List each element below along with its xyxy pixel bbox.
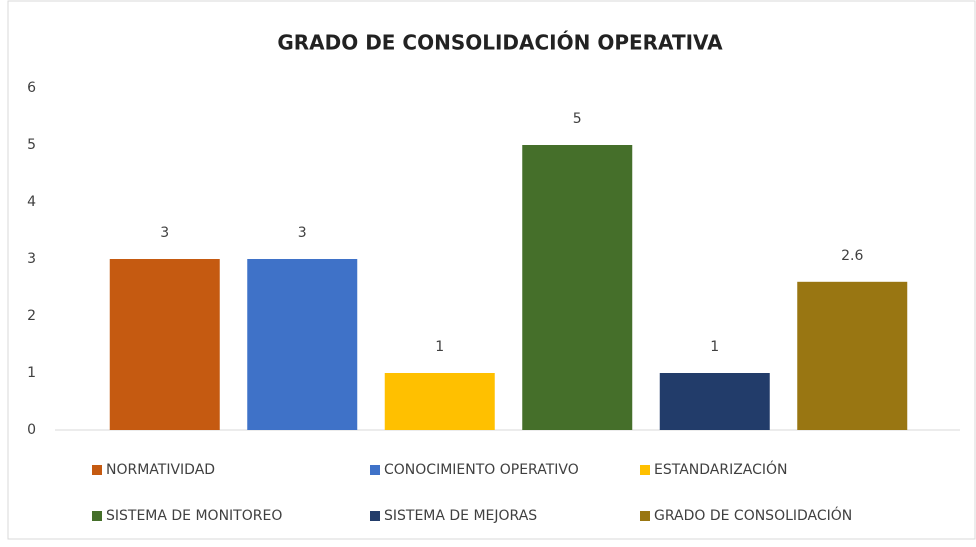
legend-swatch: [640, 511, 650, 521]
legend-swatch: [370, 465, 380, 475]
bar: [247, 259, 358, 430]
legend-swatch: [370, 511, 380, 521]
bar: [522, 145, 633, 430]
legend-swatch: [640, 465, 650, 475]
data-label: 2.6: [841, 248, 863, 264]
data-label: 3: [298, 225, 307, 241]
bar: [797, 281, 908, 430]
y-tick-label: 3: [27, 251, 36, 267]
chart-title: GRADO DE CONSOLIDACIÓN OPERATIVA: [277, 31, 723, 55]
y-tick-label: 6: [27, 80, 36, 96]
y-tick-label: 5: [27, 137, 36, 153]
bar: [109, 259, 220, 430]
data-label: 1: [435, 339, 444, 355]
legend-swatch: [92, 465, 102, 475]
data-label: 5: [573, 111, 582, 127]
data-label: 1: [710, 339, 719, 355]
legend-swatch: [92, 511, 102, 521]
y-tick-label: 2: [27, 308, 36, 324]
legend-label: SISTEMA DE MONITOREO: [106, 508, 282, 524]
bar: [659, 373, 770, 430]
legend-label: CONOCIMIENTO OPERATIVO: [384, 462, 579, 478]
legend-label: SISTEMA DE MEJORAS: [384, 508, 537, 524]
legend-label: NORMATIVIDAD: [106, 462, 215, 478]
data-label: 3: [160, 225, 169, 241]
bar: [384, 373, 495, 430]
y-tick-label: 0: [27, 422, 36, 438]
legend-label: ESTANDARIZACIÓN: [654, 460, 788, 478]
legend-label: GRADO DE CONSOLIDACIÓN: [654, 506, 852, 524]
y-tick-label: 1: [27, 365, 36, 381]
y-tick-label: 4: [27, 194, 36, 210]
